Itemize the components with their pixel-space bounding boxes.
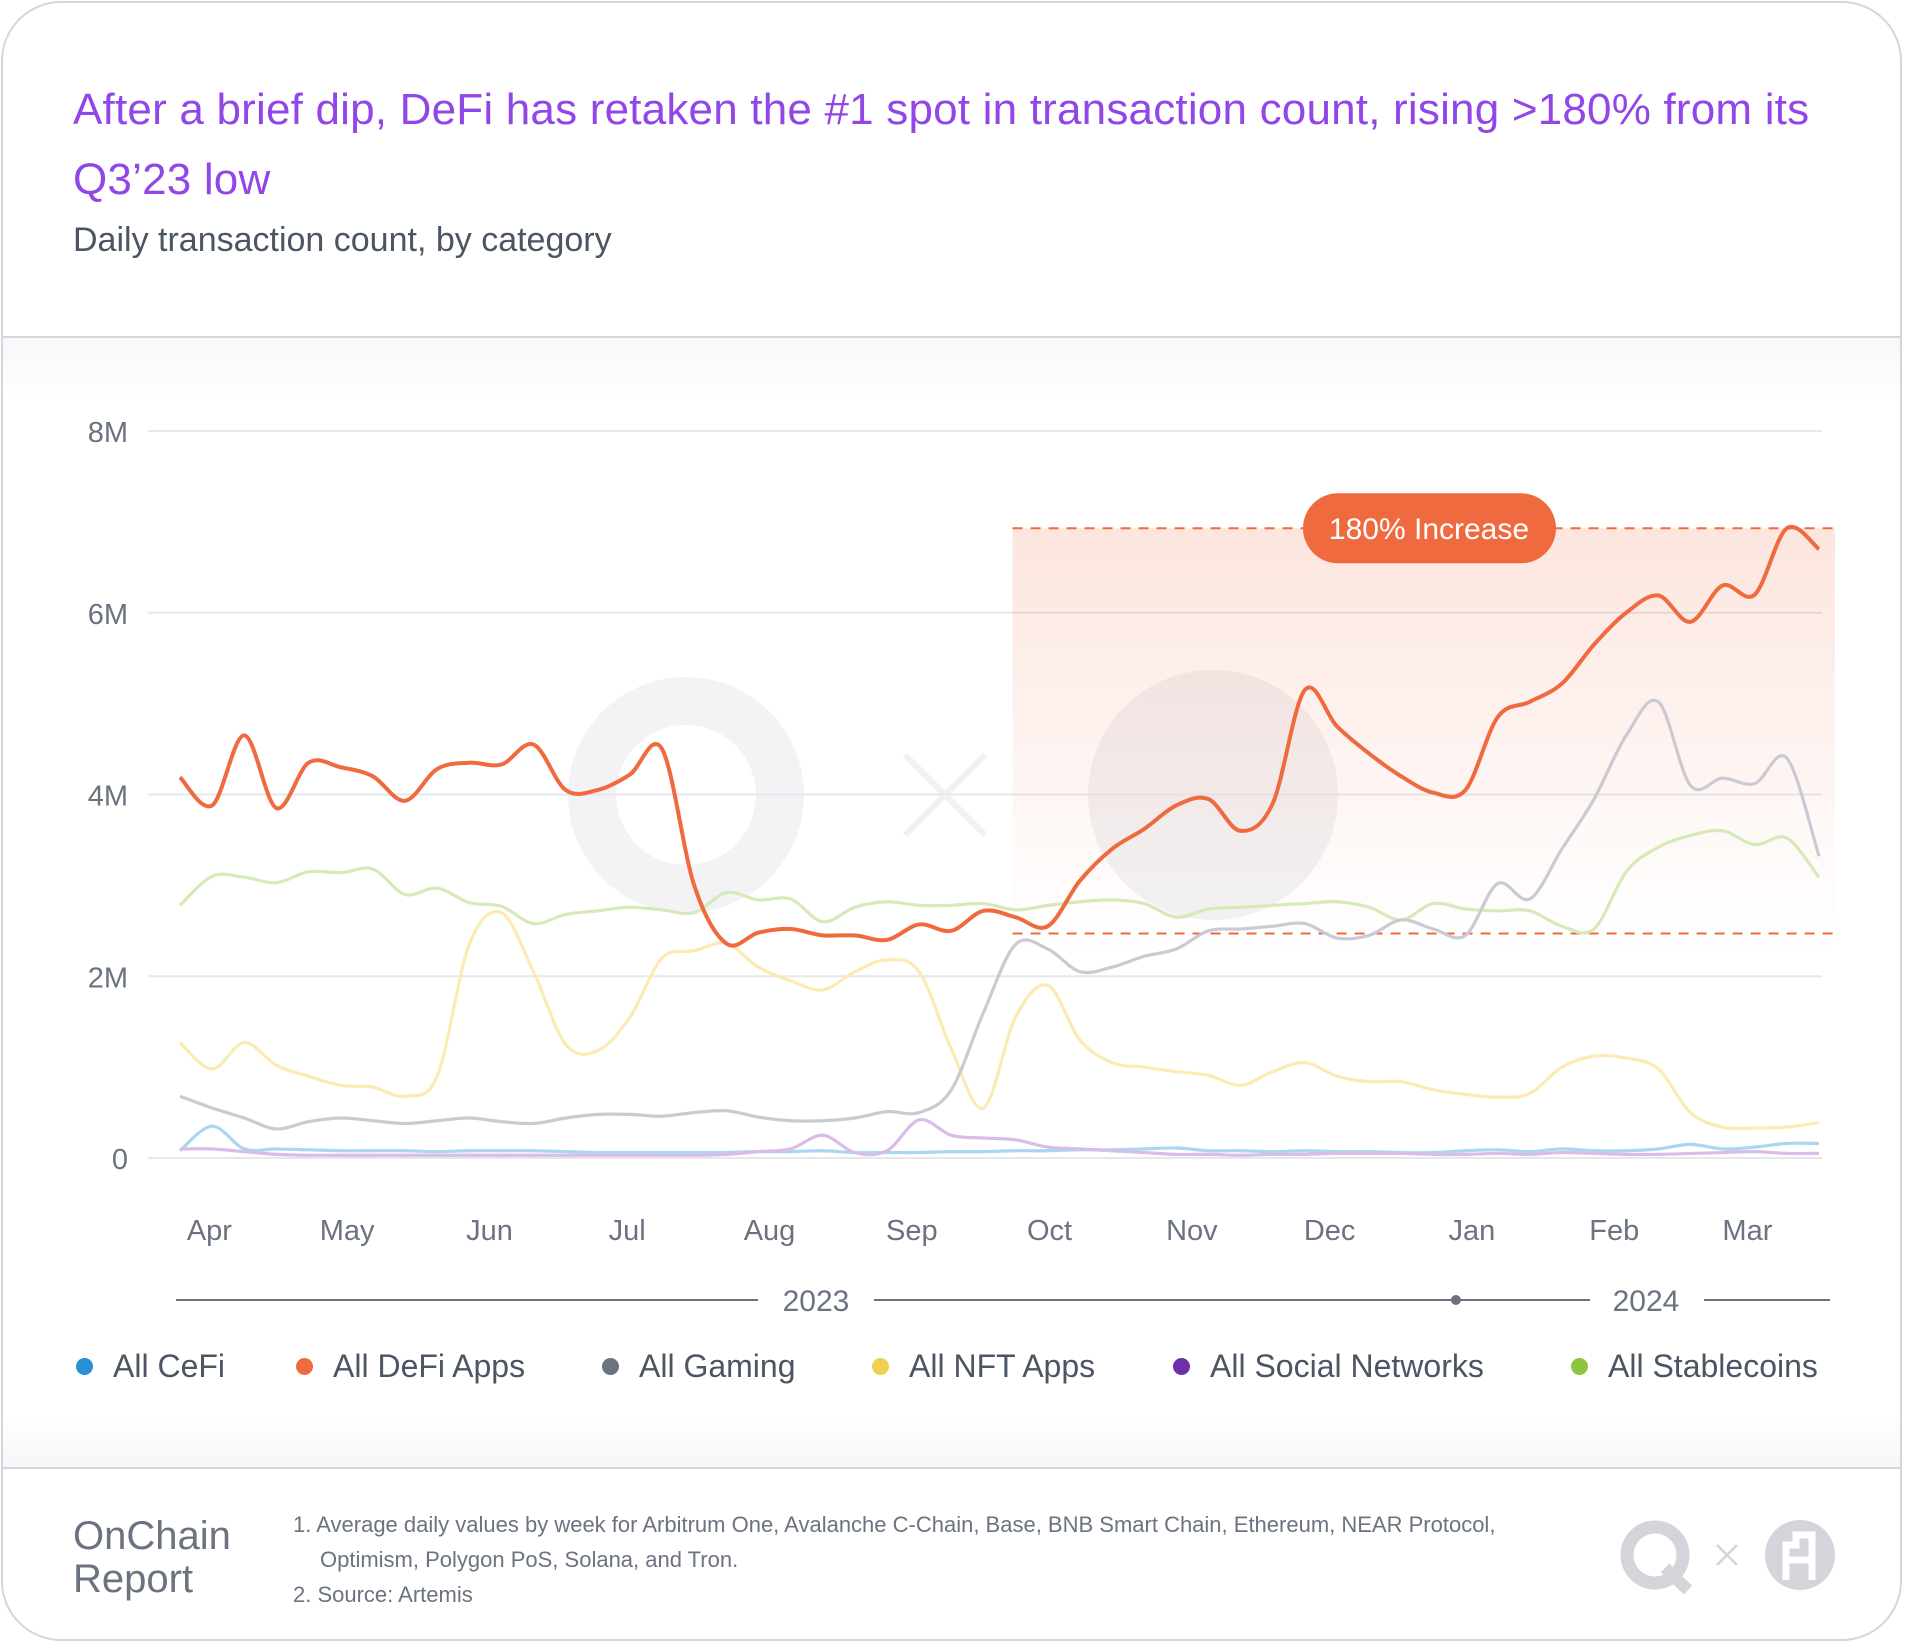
y-tick-label: 0 [112,1144,128,1176]
year-label-2024: 2024 [1613,1285,1680,1318]
x-tick-label: Apr [187,1215,232,1247]
header-divider [3,336,1900,338]
x-tick-label: Feb [1589,1215,1639,1247]
series-line-all-social-networks [179,1118,1820,1157]
x-tick-label: Jun [466,1215,513,1247]
brand-line: OnChain [73,1514,231,1558]
x-tick-label: May [320,1215,375,1247]
footnote-1-cont: Optimism, Polygon PoS, Solana, and Tron. [320,1547,739,1572]
times-icon [1716,1544,1738,1566]
legend-dot-icon [1173,1358,1190,1375]
legend-label: All CeFi [113,1348,226,1384]
y-tick-label: 8M [88,417,128,449]
y-tick-label: 2M [88,962,128,994]
series-line-all-gaming [179,698,1821,1131]
footer-logos [1620,1520,1835,1595]
legend-label: All DeFi Apps [333,1348,526,1384]
legend-dot-icon [602,1358,619,1375]
q-logo-icon [1620,1520,1690,1590]
legend-label: All Gaming [639,1348,796,1384]
page-subtitle: Daily transaction count, by category [73,221,612,259]
q-logo-tail [1660,1563,1693,1595]
legend-dot-icon [872,1358,889,1375]
legend-item[interactable]: All NFT Apps [872,1348,1095,1385]
x-tick-label: Mar [1722,1215,1772,1247]
legend-label: All Social Networks [1210,1348,1484,1384]
footer-divider [3,1467,1900,1469]
legend-item[interactable]: All Social Networks [1173,1348,1484,1385]
footnotes: 1. Average daily values by week for Arbi… [293,1507,1495,1612]
legend-item[interactable]: All CeFi [76,1348,225,1385]
x-tick-label: Nov [1166,1215,1218,1247]
highlight-band [1012,528,1835,954]
year-boundary-marker [1450,1295,1461,1305]
x-tick-label: Jan [1449,1215,1496,1247]
legend-item[interactable]: All Stablecoins [1571,1348,1818,1385]
artemis-logo-glyph [1782,1531,1816,1580]
year-label-2023: 2023 [783,1285,850,1318]
x-tick-label: Sep [886,1215,938,1247]
series-line-all-defi-apps [178,524,1821,948]
legend-item[interactable]: All Gaming [602,1348,796,1385]
footnote-1: 1. Average daily values by week for Arbi… [293,1512,1496,1537]
footnote-2: 2. Source: Artemis [293,1582,473,1607]
page-title: After a brief dip, DeFi has retaken the … [73,85,1810,204]
shade [3,338,1900,398]
y-tick-label: 4M [88,781,128,813]
series-line-all-stablecoins [178,828,1821,935]
annotation-badge [1303,493,1556,564]
brand-line: Report [73,1557,194,1601]
legend-dot-icon [76,1358,93,1375]
legend-label: All Stablecoins [1608,1348,1818,1384]
artemis-logo-icon [1765,1520,1835,1590]
shade [3,1413,1900,1467]
legend-label: All NFT Apps [909,1348,1096,1384]
series-line-all-cefi [178,1124,1820,1155]
x-tick-label: Jul [609,1215,646,1247]
brand-name: OnChain Report [73,1515,231,1601]
legend-dot-icon [1571,1358,1588,1375]
x-tick-label: Oct [1027,1215,1072,1247]
legend-item[interactable]: All DeFi Apps [296,1348,525,1385]
series-line-all-nft-apps [178,909,1820,1131]
x-tick-label: Aug [744,1215,796,1247]
legend-dot-icon [296,1358,313,1375]
y-tick-label: 6M [88,599,128,631]
x-tick-label: Dec [1304,1215,1356,1247]
annotation-label: 180% Increase [1329,513,1529,546]
